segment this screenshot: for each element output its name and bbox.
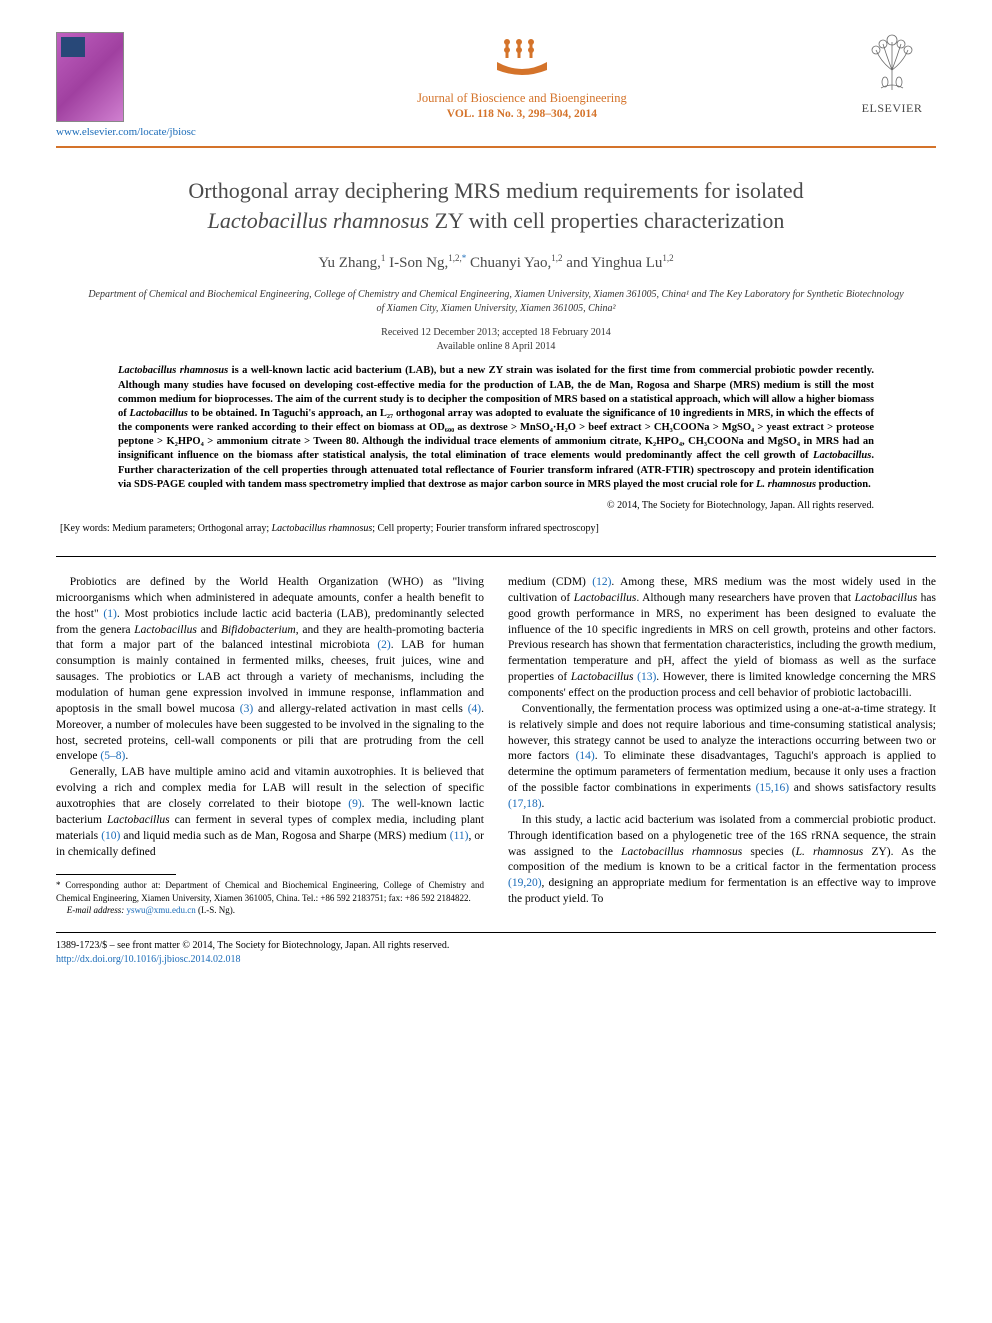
affiliation: Department of Chemical and Biochemical E… [56,288,936,316]
ref-3[interactable]: (3) [240,703,253,715]
locate-url[interactable]: www.elsevier.com/locate/jbiosc [56,126,196,138]
author-2: I-Son Ng, [389,255,448,271]
article-dates: Received 12 December 2013; accepted 18 F… [56,326,936,354]
author-1: Yu Zhang, [318,255,381,271]
abs-t4: production. [816,479,871,490]
corresponding-footnote: * Corresponding author at: Department of… [56,879,484,915]
header-divider [56,146,936,148]
title-rest: ZY with cell properties characterization [429,208,784,233]
right-column: medium (CDM) (12). Among these, MRS medi… [508,575,936,916]
left-column: Probiotics are defined by the World Heal… [56,575,484,916]
title-species: Lactobacillus rhamnosus [208,208,429,233]
ref-4[interactable]: (4) [468,703,481,715]
corr-address: * Corresponding author at: Department of… [56,879,484,903]
ref-5-8[interactable]: (5–8) [100,750,125,762]
email-link[interactable]: yswu@xmu.edu.cn [124,905,196,915]
author-1-sup: 1 [381,253,386,263]
abstract: Lactobacillus rhamnosus is a well-known … [56,364,936,492]
author-3: Chuanyi Yao, [470,255,551,271]
abs-i1: Lactobacillus rhamnosus [118,365,228,376]
ref-15-16[interactable]: (15,16) [756,782,790,794]
kw-italic: Lactobacillus rhamnosus [272,523,373,534]
author-4-sup: 1,2 [662,253,673,263]
abs-i4: L. rhamnosus [756,479,816,490]
journal-logo-icon [487,36,557,80]
ref-17-18[interactable]: (17,18) [508,798,542,810]
ref-19-20[interactable]: (19,20) [508,877,542,889]
abs-i2: Lactobacillus [130,408,188,419]
received-date: Received 12 December 2013; accepted 18 F… [381,327,611,338]
abs-t2: to be obtained. In Taguchi's approach, a… [118,408,874,462]
ref-2[interactable]: (2) [377,639,390,651]
kw-1: Medium parameters; Orthogonal array; [112,523,271,534]
ref-1[interactable]: (1) [103,608,116,620]
email-tail: (I.-S. Ng). [196,905,235,915]
author-4: and Yinghua Lu [566,255,662,271]
ref-12[interactable]: (12) [592,576,611,588]
authors-line: Yu Zhang,1 I-Son Ng,1,2,* Chuanyi Yao,1,… [56,253,936,272]
elsevier-tree-icon [861,32,923,94]
right-p2: Conventionally, the fermentation process… [508,702,936,813]
footer: 1389-1723/$ – see front matter © 2014, T… [56,939,936,967]
doi-link[interactable]: http://dx.doi.org/10.1016/j.jbiosc.2014.… [56,953,936,967]
ref-11[interactable]: (11) [450,830,469,842]
keywords: [Key words: Medium parameters; Orthogona… [56,523,936,534]
journal-name: Journal of Bioscience and Bioengineering [196,91,848,106]
right-p3: In this study, a lactic acid bacterium w… [508,813,936,908]
issn-line: 1389-1723/$ – see front matter © 2014, T… [56,939,936,953]
ref-14[interactable]: (14) [576,750,595,762]
email-label: E-mail address: [67,905,124,915]
publisher-block: ELSEVIER [848,32,936,116]
body-columns: Probiotics are defined by the World Heal… [56,575,936,916]
left-p2: Generally, LAB have multiple amino acid … [56,765,484,860]
ref-13[interactable]: (13) [633,671,656,683]
title-line1: Orthogonal array deciphering MRS medium … [188,178,803,203]
left-p1: Probiotics are defined by the World Heal… [56,575,484,765]
article-title: Orthogonal array deciphering MRS medium … [56,176,936,235]
publisher-name: ELSEVIER [848,101,936,116]
center-header: Journal of Bioscience and Bioengineering… [196,32,848,120]
author-3-sup: 1,2 [551,253,562,263]
footer-divider [56,932,936,933]
kw-label: [Key words: [60,523,112,534]
volume-info: VOL. 118 No. 3, 298–304, 2014 [196,108,848,120]
abstract-divider [56,556,936,557]
header-row: www.elsevier.com/locate/jbiosc Journal o… [56,32,936,138]
ref-9[interactable]: (9) [348,798,361,810]
corresponding-mark[interactable]: * [462,253,467,263]
online-date: Available online 8 April 2014 [437,341,556,352]
right-p1: medium (CDM) (12). Among these, MRS medi… [508,575,936,702]
footnote-divider [56,874,176,875]
kw-3: ; Cell property; Fourier transform infra… [372,523,599,534]
left-header-block: www.elsevier.com/locate/jbiosc [56,32,196,138]
journal-cover-thumbnail [56,32,124,122]
copyright-line: © 2014, The Society for Biotechnology, J… [56,500,936,511]
ref-10[interactable]: (10) [101,830,120,842]
author-2-sup: 1,2, [448,253,462,263]
abs-i3: Lactobacillus [813,450,871,461]
